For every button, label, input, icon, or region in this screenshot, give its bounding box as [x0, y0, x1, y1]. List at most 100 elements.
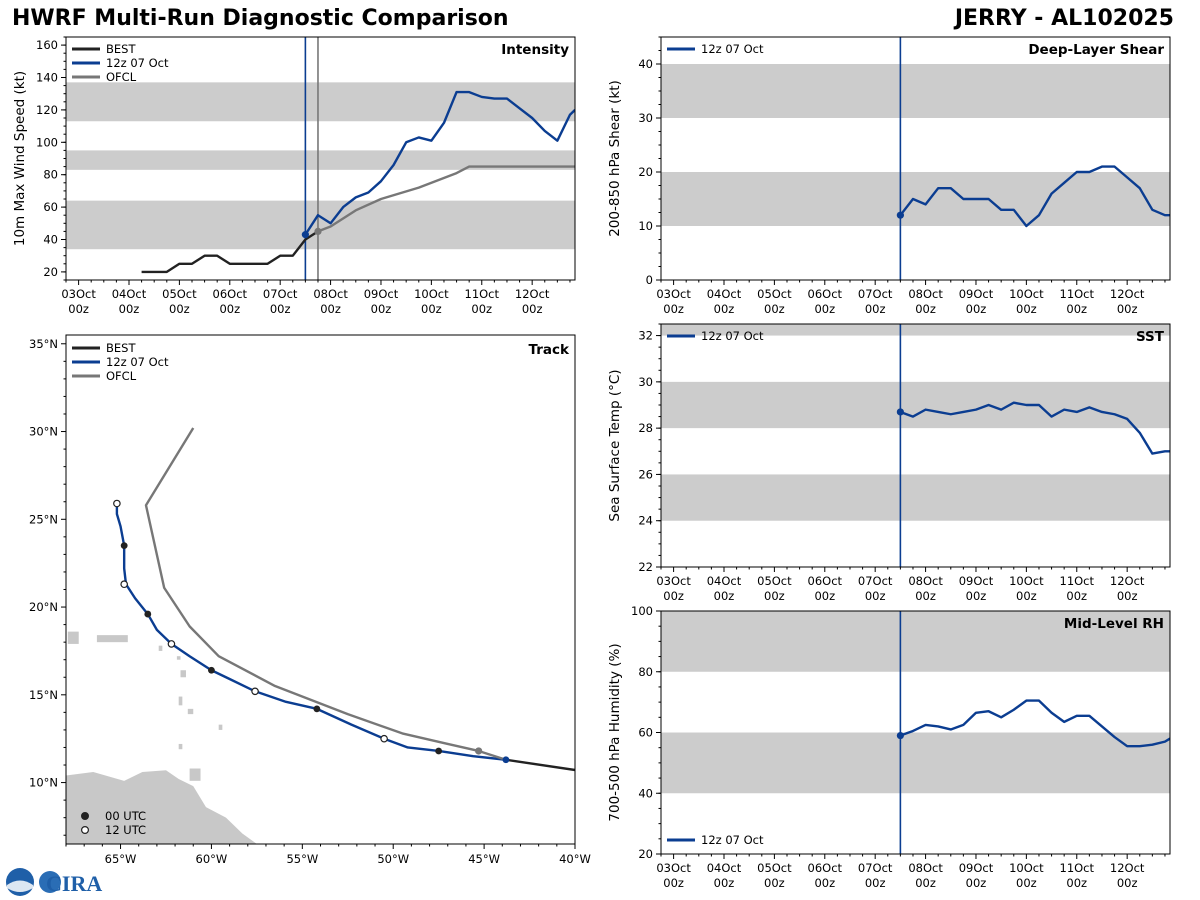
y-tick-label: 10 [638, 219, 653, 233]
y-tick-label: 26 [638, 467, 653, 481]
track-marker-00utc [435, 747, 443, 755]
x-tick-label-day: 03Oct [656, 574, 691, 588]
panel-title: Track [529, 342, 570, 358]
series-line-12z-07-oct [899, 165, 1170, 228]
x-tick-label-hour: 00z [270, 302, 291, 316]
y-tick-label: 35°N [29, 337, 58, 351]
threshold-band [66, 200, 575, 250]
x-tick-label-hour: 00z [764, 302, 785, 316]
x-tick-label-day: 12Oct [1110, 287, 1145, 301]
y-axis-label: 700-500 hPa Humidity (%) [607, 643, 623, 821]
x-tick-label-hour: 00z [915, 302, 936, 316]
x-tick-label-day: 11Oct [1060, 574, 1095, 588]
x-tick-label-day: 12Oct [515, 287, 550, 301]
x-tick-label-hour: 00z [714, 302, 735, 316]
panel-title: Deep-Layer Shear [1028, 42, 1164, 58]
threshold-band [661, 732, 1170, 794]
y-tick-label: 24 [638, 514, 653, 528]
x-tick-label-day: 12Oct [1110, 574, 1145, 588]
x-tick-label-day: 04Oct [707, 861, 742, 875]
marker-legend-label: 12 UTC [105, 823, 146, 837]
y-axis-label: 200-850 hPa Shear (kt) [607, 80, 623, 237]
x-tick-label-hour: 00z [522, 302, 543, 316]
series-start-marker [896, 408, 904, 416]
y-tick-label: 140 [36, 71, 58, 85]
panel-intensity: 03Oct00z04Oct00z05Oct00z06Oct00z07Oct00z… [12, 36, 576, 316]
x-tick-label: 50°W [377, 852, 409, 866]
x-tick-label-day: 05Oct [757, 287, 792, 301]
plot-area [661, 324, 1170, 567]
island-land [176, 656, 181, 660]
series-line-12z-07-oct [899, 401, 1170, 455]
x-tick-label-day: 03Oct [656, 861, 691, 875]
x-tick-label: 55°W [286, 852, 318, 866]
x-tick-label-day: 10Oct [1009, 574, 1044, 588]
x-tick-label-hour: 00z [714, 589, 735, 603]
y-tick-label: 20 [43, 265, 58, 279]
x-tick-label-hour: 00z [1016, 589, 1037, 603]
x-tick-label-hour: 00z [219, 302, 240, 316]
x-tick-label-day: 09Oct [959, 861, 994, 875]
y-tick-label: 28 [638, 421, 653, 435]
legend-label: 12z 07 Oct [701, 329, 764, 343]
x-tick-label-day: 05Oct [757, 574, 792, 588]
y-tick-label: 10°N [29, 776, 58, 790]
x-tick-label-hour: 00z [865, 876, 886, 890]
x-tick-label-day: 08Oct [908, 861, 943, 875]
y-tick-label: 30 [638, 111, 653, 125]
island-land [178, 743, 183, 750]
y-tick-label: 60 [43, 200, 58, 214]
x-tick-label-day: 06Oct [213, 287, 248, 301]
series-line-12z-07-oct [304, 90, 575, 236]
x-tick-label-hour: 00z [119, 302, 140, 316]
y-axis-label: Sea Surface Temp (°C) [607, 369, 623, 521]
island-land [187, 708, 194, 715]
x-tick-label-hour: 00z [1066, 302, 1087, 316]
panel-title: Intensity [501, 42, 569, 58]
ofcl-start-marker [475, 747, 483, 755]
panel-title: SST [1136, 329, 1165, 345]
x-tick-label-day: 07Oct [858, 574, 893, 588]
x-tick-label-hour: 00z [663, 589, 684, 603]
x-tick-label-day: 05Oct [757, 861, 792, 875]
x-tick-label-hour: 00z [1066, 876, 1087, 890]
panel-shear: 03Oct00z04Oct00z05Oct00z06Oct00z07Oct00z… [607, 36, 1171, 316]
series-start-marker [896, 211, 904, 219]
y-tick-label: 30°N [29, 425, 58, 439]
x-tick-label-hour: 00z [1066, 589, 1087, 603]
island-land [158, 645, 163, 651]
plot-area [661, 37, 1170, 280]
x-tick-label-day: 12Oct [1110, 861, 1145, 875]
x-tick-label-hour: 00z [1016, 876, 1037, 890]
y-tick-label: 25°N [29, 512, 58, 526]
x-tick-label-day: 06Oct [808, 574, 843, 588]
axes-frame [65, 334, 576, 845]
x-tick-label-hour: 00z [1117, 302, 1138, 316]
y-tick-label: 40 [638, 57, 653, 71]
x-tick-label-day: 11Oct [1060, 287, 1095, 301]
y-tick-label: 40 [43, 233, 58, 247]
legend-label: 12z 07 Oct [701, 833, 764, 847]
x-tick-label-day: 11Oct [465, 287, 500, 301]
track-line-best [505, 758, 575, 772]
x-tick-label: 65°W [105, 852, 137, 866]
track-marker-12utc [251, 687, 259, 696]
y-tick-label: 60 [638, 726, 653, 740]
legend-label: BEST [106, 42, 136, 56]
y-tick-label: 100 [631, 604, 653, 618]
track-line-12z-07-oct [115, 503, 507, 761]
x-tick-label-hour: 00z [764, 589, 785, 603]
x-tick-label-day: 08Oct [908, 287, 943, 301]
x-tick-label-day: 10Oct [1009, 287, 1044, 301]
x-tick-label-day: 03Oct [656, 287, 691, 301]
threshold-band [66, 82, 575, 122]
y-tick-label: 15°N [29, 688, 58, 702]
x-tick-label-day: 07Oct [263, 287, 298, 301]
x-tick-label-day: 06Oct [808, 861, 843, 875]
legend-label: 12z 07 Oct [106, 56, 169, 70]
x-tick-label-day: 04Oct [707, 574, 742, 588]
y-tick-label: 120 [36, 103, 58, 117]
track-line-ofcl [144, 427, 507, 761]
island-land [180, 670, 186, 678]
